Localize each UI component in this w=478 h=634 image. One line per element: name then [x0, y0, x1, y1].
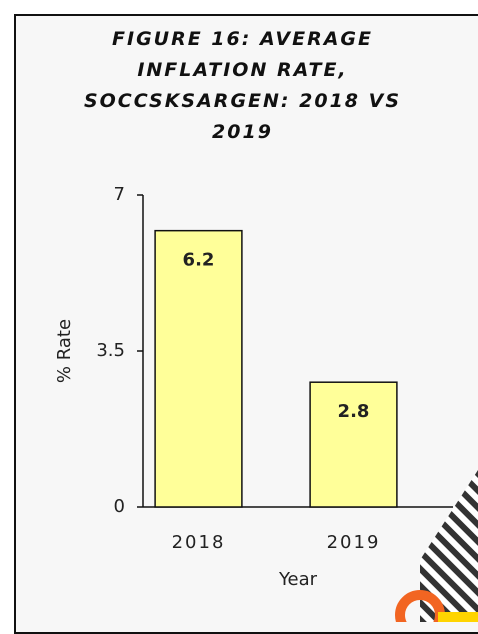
y-axis-label: % Rate — [54, 319, 75, 383]
x-axis-label: Year — [278, 569, 318, 590]
x-tick-label: 2018 — [172, 532, 226, 553]
chart-title: FIGURE 16: AVERAGE INFLATION RATE, SOCCS… — [83, 28, 402, 143]
y-tick-label: 0 — [114, 496, 125, 517]
value-label: 6.2 — [183, 250, 215, 271]
decoration-stripes — [420, 470, 478, 622]
value-label: 2.8 — [338, 401, 370, 422]
decoration-bar — [438, 612, 478, 622]
bar — [309, 381, 398, 508]
chart-frame — [14, 14, 478, 634]
y-tick-label: 3.5 — [96, 340, 125, 361]
y-tick-label: 7 — [114, 184, 125, 205]
bar — [154, 229, 243, 508]
x-tick-label: 2019 — [327, 532, 381, 553]
